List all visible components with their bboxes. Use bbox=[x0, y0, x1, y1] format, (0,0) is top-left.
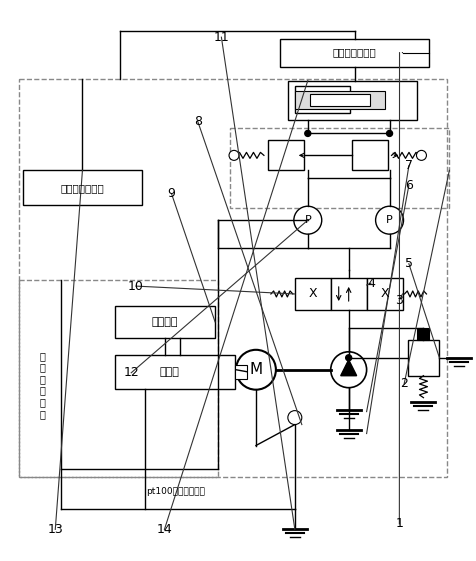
Bar bbox=[230, 128, 449, 208]
Text: 7: 7 bbox=[405, 159, 413, 172]
Text: 5: 5 bbox=[405, 257, 413, 270]
Bar bbox=[331, 278, 367, 310]
Bar bbox=[19, 79, 447, 477]
Bar bbox=[310, 94, 370, 105]
Circle shape bbox=[331, 352, 367, 388]
Text: 位置倾角传感器: 位置倾角传感器 bbox=[60, 183, 104, 193]
Text: M: M bbox=[249, 362, 262, 377]
Text: 2: 2 bbox=[400, 378, 408, 390]
Text: 14: 14 bbox=[157, 523, 172, 536]
Bar bbox=[115, 306, 215, 338]
Bar bbox=[115, 355, 235, 389]
Bar bbox=[23, 171, 142, 205]
Text: 12: 12 bbox=[123, 366, 139, 379]
Circle shape bbox=[294, 206, 322, 234]
Bar bbox=[352, 140, 387, 171]
Bar bbox=[288, 81, 417, 121]
Circle shape bbox=[236, 350, 276, 390]
Text: 13: 13 bbox=[48, 523, 63, 536]
Text: X: X bbox=[308, 287, 317, 301]
Text: 4: 4 bbox=[367, 277, 375, 290]
Text: P: P bbox=[386, 215, 393, 225]
Circle shape bbox=[305, 131, 311, 136]
Text: 行程位移传感器: 行程位移传感器 bbox=[333, 48, 377, 58]
Bar bbox=[19, 280, 218, 477]
Bar bbox=[295, 90, 385, 108]
Text: 储能电源: 储能电源 bbox=[152, 317, 178, 327]
Circle shape bbox=[376, 206, 404, 234]
Text: 压
力
传
感
信
号: 压 力 传 感 信 号 bbox=[40, 351, 46, 419]
Text: 控制器: 控制器 bbox=[159, 367, 179, 377]
Text: pt100温度传感信号: pt100温度传感信号 bbox=[146, 487, 205, 496]
Text: 3: 3 bbox=[396, 293, 403, 306]
Bar bbox=[295, 278, 331, 310]
Bar bbox=[417, 328, 429, 340]
Bar bbox=[268, 140, 304, 171]
Circle shape bbox=[416, 150, 426, 160]
Bar bbox=[367, 278, 403, 310]
Text: 6: 6 bbox=[405, 179, 413, 192]
Bar bbox=[235, 365, 247, 379]
Bar bbox=[295, 86, 350, 113]
Circle shape bbox=[229, 150, 239, 160]
Text: 10: 10 bbox=[128, 279, 144, 293]
Text: P: P bbox=[305, 215, 311, 225]
Circle shape bbox=[346, 355, 352, 361]
Text: 1: 1 bbox=[396, 517, 403, 530]
Text: X: X bbox=[380, 287, 389, 301]
Bar bbox=[407, 340, 439, 376]
Polygon shape bbox=[341, 360, 357, 376]
Text: 9: 9 bbox=[168, 187, 176, 200]
Text: 8: 8 bbox=[194, 114, 202, 127]
Bar bbox=[280, 39, 429, 67]
Text: 11: 11 bbox=[214, 31, 229, 44]
Circle shape bbox=[288, 411, 302, 425]
Circle shape bbox=[387, 131, 393, 136]
